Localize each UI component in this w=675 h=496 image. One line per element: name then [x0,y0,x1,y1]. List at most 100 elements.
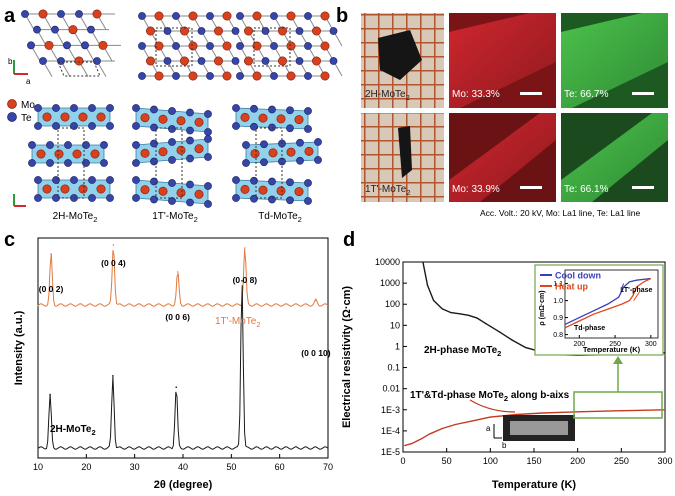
mo-atom [194,189,204,199]
unit-cell [57,61,101,77]
mo-atom [78,112,88,122]
te-atom [172,42,180,50]
te-atom [304,125,312,133]
mo-atom [78,184,88,194]
te-atom [286,196,294,205]
te-atom [82,141,90,149]
mo-atom [176,116,186,126]
te-atom [57,10,65,18]
atom-legend: Mo Te [7,99,35,124]
mo-atom [277,56,287,66]
te-atom [88,122,96,130]
resistivity-point [411,442,413,445]
te-atom [204,153,212,161]
te-legend-dot [7,112,17,122]
mo-atom [214,56,224,66]
te-atom [34,104,42,112]
te-atom [46,159,54,167]
mo-legend-dot [7,99,17,109]
te-atom [106,122,114,130]
mo-atom [214,26,224,36]
mo-atom [286,11,296,21]
te-atom [260,140,268,149]
te-atom [314,138,322,146]
inset-y-tick-label: 1.1 [553,281,563,288]
te-atom [150,139,158,148]
te-atom [132,141,140,149]
mo-atom [60,184,70,194]
resistivity-point [467,314,470,316]
te-atom [232,104,240,112]
mo-atom [252,71,262,81]
mo-atom [222,71,232,81]
te-atom [150,157,158,166]
mo-atom [188,41,198,51]
inset-y-tick-label: 0.9 [553,315,563,322]
mo-atom [276,186,286,196]
resistivity-ylabel: Electrical resistivity (Ω·cm) [341,286,353,428]
te-atom [168,179,176,187]
resistivity-xlabel: Temperature (K) [492,479,576,491]
xrd-chart: 10 20 30 40 50 60 70 (0 0 2) (0 0 4) (0 0 6) (0 0 … [33,244,333,472]
te-atom [295,27,304,35]
te-atom [286,124,294,133]
mo-atom [38,9,48,19]
resistivity-point [426,284,429,286]
y-tick-label: 1E-4 [381,426,400,436]
te-atom [132,122,140,130]
te-atom [64,159,72,167]
te-atom [172,72,180,80]
unit-cell [57,127,85,199]
inset-y-tick-label: 0.8 [553,332,563,339]
te-atom [150,105,158,114]
te-atom [163,27,172,35]
te-atom [46,141,54,149]
te-atom [186,180,194,189]
mo-atom [180,56,190,66]
te-atom [132,104,140,112]
x-tick-label: 200 [570,456,585,466]
te-atom [106,104,114,112]
inset-legend-label: Heat up [555,282,589,292]
resistivity-point [450,312,452,314]
te-atom [34,122,42,130]
mo-atom [240,112,250,122]
te-atom [270,12,278,20]
te-atom [168,197,176,205]
te-percent-1t: Te: 66.1% [564,184,609,195]
resistivity-point [404,445,406,447]
te-atom [34,194,42,202]
te-atom [296,138,304,147]
resistivity-point [498,331,500,333]
sample-label-1t: 1T'-MoTe2 [365,184,411,197]
resistivity-point [489,416,491,418]
mo-atom [158,114,168,124]
te-atom [88,194,96,202]
te-atom [39,57,47,65]
te-atom [28,159,36,167]
xrd-peak-point [315,299,317,302]
xrd-ylabel: Intensity (a.u.) [13,310,25,385]
x-tick-label: 20 [81,462,91,472]
mo-atom [180,26,190,36]
te-atom [168,107,176,115]
te-atom [163,57,172,65]
te-atom [28,141,36,149]
mo-atom [320,41,330,51]
te-atom [231,57,240,65]
te-atom [261,57,270,65]
te-atom [260,158,268,167]
te-atom [236,72,244,80]
te-atom [270,72,278,80]
mo-atom [320,11,330,21]
te-atom [186,108,194,117]
heat-arrow [633,291,640,301]
xrd-peak-label: (0 0 6) [165,312,190,322]
y-tick-label: 10 [390,320,400,330]
mo-atom [194,144,204,154]
te-atom [106,176,114,184]
te-atom [51,25,59,34]
te-atom [250,176,258,185]
micrograph-axis-b: b [502,441,507,450]
